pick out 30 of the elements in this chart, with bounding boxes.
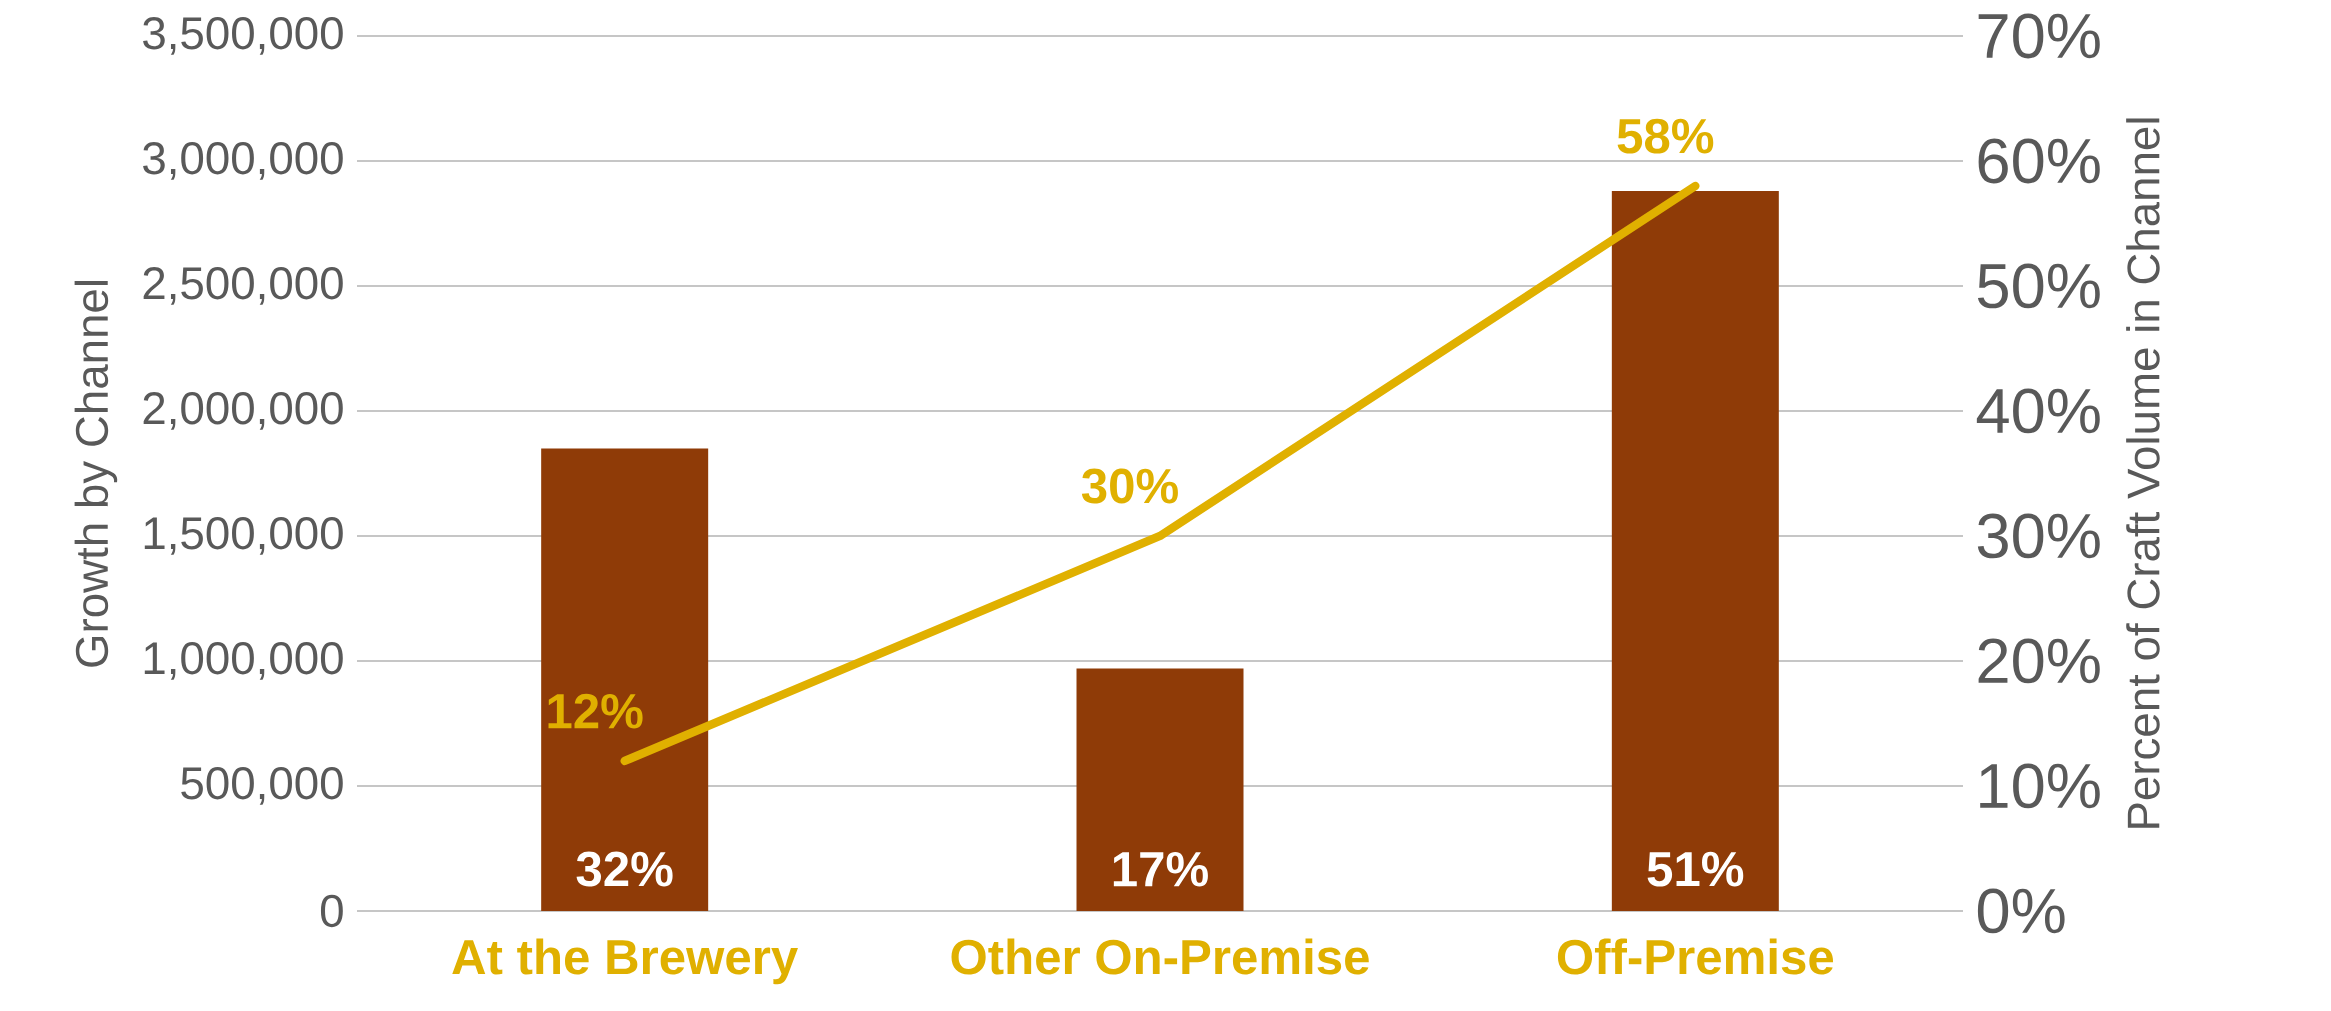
annotation: 17% (1113, 851, 1208, 887)
y-axis-title: Growth by Channel (74, 281, 118, 667)
y2-tick-label: 70% (1978, 13, 2100, 59)
annotation: 51% (1647, 851, 1744, 887)
y-tick-label: 2,500,000 (143, 267, 343, 305)
y-tick-label: 1,000,000 (144, 642, 343, 680)
annotation: 32% (576, 851, 673, 887)
x-tick-label: Off-Premise (1557, 938, 1834, 975)
bar (1611, 190, 1779, 911)
y2-tick-label: 60% (1978, 138, 2100, 184)
y-tick-label: 1,500,000 (144, 517, 343, 555)
bar (1076, 668, 1244, 911)
y2-tick-label: 40% (1976, 388, 2100, 434)
x-tick-label: Other On-Premise (951, 938, 1369, 975)
bar (541, 448, 709, 911)
data-label: 30% (1081, 468, 1178, 504)
data-label: 58% (1617, 118, 1714, 154)
data-label: 12% (548, 693, 643, 729)
y2-tick-label: 0% (1977, 888, 2065, 934)
y2-tick-label: 50% (1977, 263, 2100, 309)
x-tick-label: At the Brewery (452, 938, 798, 985)
y2-tick-label: 20% (1978, 638, 2100, 684)
y2-tick-label: 30% (1977, 513, 2100, 559)
y2-tick-label: 10% (1980, 763, 2100, 809)
y-tick-label: 3,000,000 (143, 142, 343, 180)
y-tick-label: 2,000,000 (143, 392, 343, 430)
y-tick-label: 3,500,000 (143, 17, 343, 55)
y-tick-label: 500,000 (181, 767, 343, 805)
y-tick-label: 0 (320, 894, 343, 928)
y2-axis-title: Percent of Craft Volume in Channel (2126, 118, 2160, 828)
